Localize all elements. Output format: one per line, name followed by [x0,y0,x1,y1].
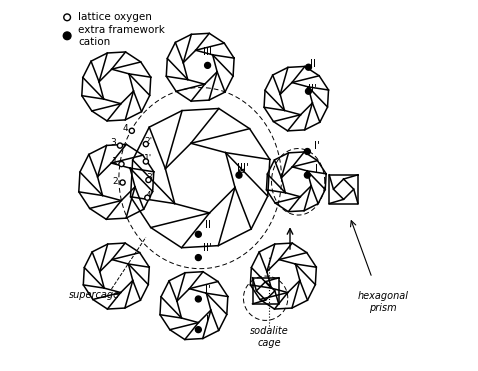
Text: I': I' [314,141,320,151]
Circle shape [304,172,310,178]
Text: extra framework
cation: extra framework cation [78,25,165,47]
Circle shape [146,177,151,183]
Text: supercage: supercage [69,289,120,299]
Text: lattice oxygen: lattice oxygen [78,12,152,22]
Circle shape [305,88,312,94]
Circle shape [304,148,310,154]
Text: 3: 3 [110,138,116,148]
Text: II: II [310,59,316,69]
Circle shape [118,143,122,148]
Text: I: I [206,315,209,325]
Circle shape [196,327,201,333]
Circle shape [305,64,312,70]
Text: 2': 2' [144,137,152,147]
Text: II: II [205,220,211,230]
Text: 1': 1' [144,154,152,163]
Circle shape [129,128,134,134]
Circle shape [63,32,71,40]
Text: hexagonal
prism: hexagonal prism [358,291,409,313]
Text: 4: 4 [122,124,128,133]
Text: III': III' [237,163,249,173]
Text: 2: 2 [112,177,118,186]
Circle shape [143,141,149,147]
Circle shape [143,159,149,164]
Text: III: III [203,47,212,57]
Circle shape [196,255,201,260]
Circle shape [120,180,125,185]
Circle shape [196,296,201,302]
Circle shape [145,195,150,200]
Text: sodalite
cage: sodalite cage [250,326,289,348]
Text: 3': 3' [146,173,154,182]
Text: 4': 4' [145,191,153,200]
Circle shape [205,62,210,68]
Text: II': II' [203,243,212,253]
Circle shape [196,232,201,237]
Circle shape [64,14,70,21]
Text: 1: 1 [111,157,117,166]
Text: II': II' [308,84,317,94]
Text: I: I [315,164,318,174]
Circle shape [119,161,124,167]
Circle shape [236,172,242,178]
Text: I': I' [205,285,210,295]
